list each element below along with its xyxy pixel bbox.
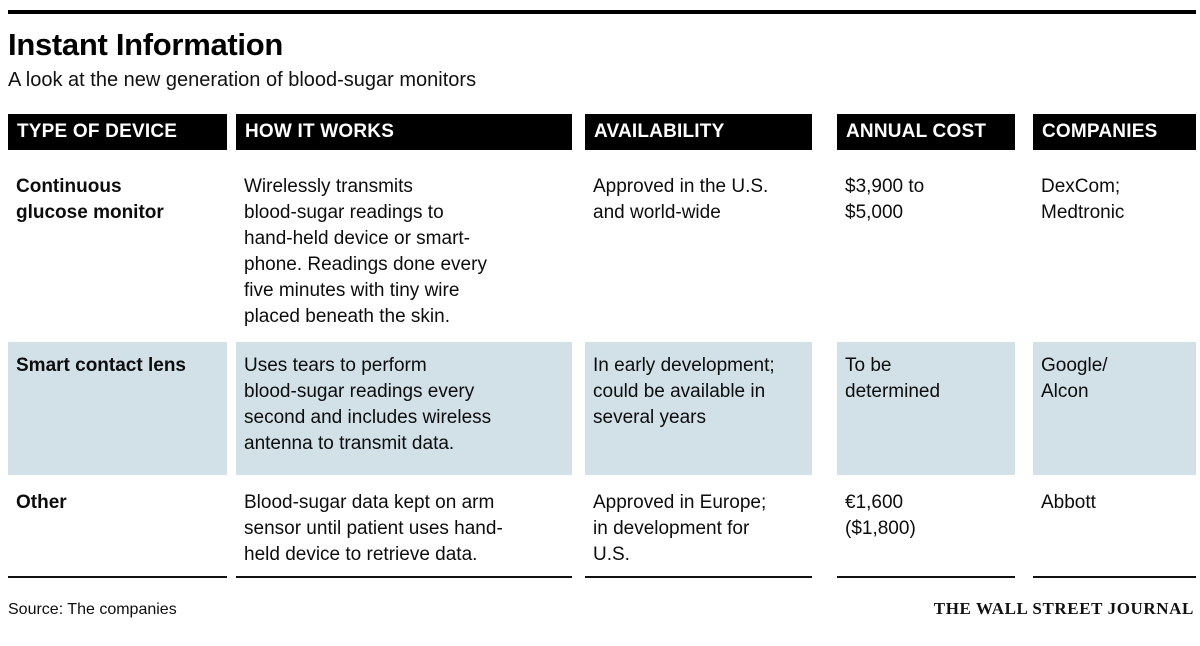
page-subtitle: A look at the new generation of blood-su… [8,69,477,91]
device-comparison-table: TYPE OF DEVICE HOW IT WORKS AVAILABILITY… [8,114,1196,578]
cell-companies: Google/ Alcon [1033,342,1196,475]
cell-annual-cost: To be determined [837,342,1015,475]
cell-annual-cost: $3,900 to $5,000 [845,176,925,223]
cell-annual-cost: €1,600 ($1,800) [837,479,1015,578]
table-row-smart-contact-lens: Smart contact lens Uses tears to perform… [8,342,1196,475]
cell-availability: Approved in the U.S. and world-wide [593,176,769,223]
column-header-how-it-works: HOW IT WORKS [236,114,572,150]
cell-availability: Approved in Europe; in development for U… [585,479,812,578]
table-header-row: TYPE OF DEVICE HOW IT WORKS AVAILABILITY… [8,114,1196,150]
cell-how-it-works: Blood-sugar data kept on arm sensor unti… [236,479,572,578]
page-title: Instant Information [8,27,284,62]
cell-availability: In early development; could be available… [585,342,812,475]
table-row-other: Other Blood-sugar data kept on arm senso… [8,479,1196,578]
table-row-continuous-glucose-monitor: Continuous glucose monitor Wirelessly tr… [8,163,1196,338]
cell-device-type: Smart contact lens [8,342,227,475]
column-header-companies: COMPANIES [1033,114,1196,150]
column-header-availability: AVAILABILITY [585,114,812,150]
top-rule [8,10,1196,14]
cell-how-it-works: Uses tears to perform blood-sugar readin… [236,342,572,475]
column-header-annual-cost: ANNUAL COST [837,114,1015,150]
wsj-credit: THE WALL STREET JOURNAL [933,599,1194,618]
cell-companies: Abbott [1033,479,1196,578]
cell-companies: DexCom; Medtronic [1041,176,1125,223]
cell-device-type: Continuous glucose monitor [16,176,164,223]
footer: Source: The companies THE WALL STREET JO… [8,599,1196,619]
cell-device-type: Other [8,479,227,578]
source-note: Source: The companies [8,601,177,618]
column-header-type-of-device: TYPE OF DEVICE [8,114,227,150]
cell-how-it-works: Wirelessly transmits blood-sugar reading… [244,176,487,327]
